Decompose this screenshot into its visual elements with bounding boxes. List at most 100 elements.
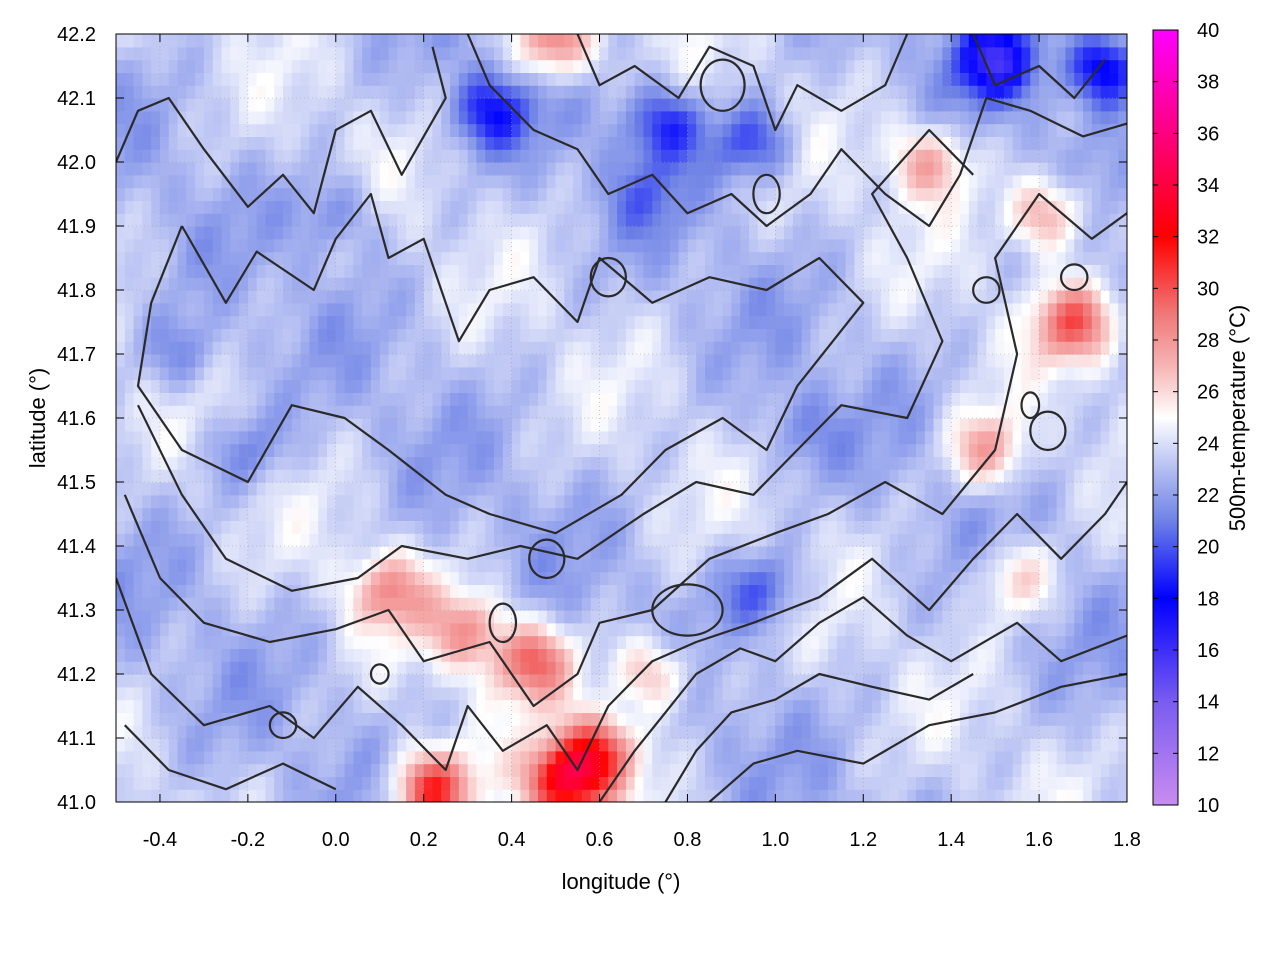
heatmap-cell <box>159 597 170 611</box>
heatmap-cell <box>485 46 495 61</box>
heatmap-cell <box>467 456 478 470</box>
heatmap-cell <box>511 328 521 342</box>
heatmap-cell <box>502 136 513 150</box>
heatmap-cell <box>458 584 469 598</box>
heatmap-cell <box>555 584 565 598</box>
heatmap-cell <box>291 341 302 355</box>
heatmap-cell <box>511 456 521 470</box>
heatmap-cell <box>678 379 689 393</box>
heatmap-cell <box>291 738 302 752</box>
heatmap-cell <box>555 456 565 470</box>
heatmap-cell <box>353 558 363 573</box>
heatmap-cell <box>291 699 302 713</box>
heatmap-cell <box>423 443 434 457</box>
heatmap-cell <box>810 776 820 790</box>
heatmap-cell <box>836 59 847 73</box>
heatmap-cell <box>441 430 451 445</box>
heatmap-cell <box>713 610 724 624</box>
heatmap-cell <box>239 648 249 662</box>
heatmap-cell <box>203 328 214 342</box>
heatmap-cell <box>230 494 240 509</box>
heatmap-cell <box>555 405 565 419</box>
heatmap-cell <box>766 379 776 393</box>
heatmap-cell <box>168 533 179 547</box>
heatmap-cell <box>116 712 126 726</box>
heatmap-cell <box>318 149 328 163</box>
heatmap-cell <box>195 162 205 176</box>
heatmap-cell <box>775 661 785 675</box>
heatmap-cell <box>502 686 513 701</box>
heatmap-cell <box>467 290 478 304</box>
heatmap-cell <box>819 213 829 227</box>
heatmap-cell <box>520 597 530 611</box>
heatmap-cell <box>678 571 689 585</box>
heatmap-cell <box>177 98 187 112</box>
heatmap-cell <box>212 200 223 214</box>
heatmap-cell <box>186 174 196 189</box>
heatmap-cell <box>625 110 636 125</box>
heatmap-cell <box>652 622 662 637</box>
heatmap-cell <box>485 674 495 688</box>
heatmap-cell <box>124 443 135 457</box>
heatmap-cell <box>265 149 275 163</box>
heatmap-cell <box>740 162 750 176</box>
heatmap-cell <box>705 162 715 176</box>
heatmap-cell <box>546 789 557 802</box>
heatmap-cell <box>608 379 618 393</box>
heatmap-cell <box>159 85 170 99</box>
heatmap-cell <box>124 315 135 329</box>
heatmap-cell <box>678 610 689 624</box>
heatmap-cell <box>467 315 478 329</box>
heatmap-cell <box>801 200 812 214</box>
heatmap-cell <box>731 533 741 547</box>
heatmap-cell <box>195 72 205 86</box>
heatmap-cell <box>669 776 680 790</box>
heatmap-cell <box>212 72 223 86</box>
heatmap-cell <box>775 72 785 86</box>
heatmap-cell <box>784 366 794 381</box>
heatmap-cell <box>828 315 838 329</box>
heatmap-cell <box>722 213 732 227</box>
heatmap-cell <box>555 546 565 560</box>
heatmap-cell <box>274 392 284 406</box>
heatmap-cell <box>432 597 442 611</box>
heatmap-cell <box>168 290 179 304</box>
heatmap-cell <box>590 610 601 624</box>
heatmap-cell <box>379 418 390 432</box>
heatmap-cell <box>476 546 486 560</box>
heatmap-cell <box>546 622 557 637</box>
heatmap-cell <box>177 456 187 470</box>
heatmap-cell <box>414 328 425 342</box>
heatmap-cell <box>124 648 135 662</box>
heatmap-cell <box>687 597 697 611</box>
heatmap-cell <box>520 392 530 406</box>
heatmap-cell <box>414 98 425 112</box>
heatmap-cell <box>581 584 592 598</box>
heatmap-cell <box>687 354 697 368</box>
heatmap-cell <box>274 136 284 150</box>
heatmap-cell <box>256 392 267 406</box>
heatmap-cell <box>757 123 768 137</box>
heatmap-cell <box>748 418 759 432</box>
heatmap-cell <box>661 136 671 150</box>
heatmap-cell <box>669 456 680 470</box>
heatmap-cell <box>573 123 583 137</box>
heatmap-cell <box>537 200 548 214</box>
heatmap-cell <box>124 597 135 611</box>
heatmap-cell <box>362 302 372 317</box>
heatmap-cell <box>423 456 434 470</box>
heatmap-cell <box>520 750 530 765</box>
heatmap-cell <box>212 699 223 713</box>
heatmap-cell <box>608 507 618 521</box>
heatmap-cell <box>458 213 469 227</box>
heatmap-cell <box>757 213 768 227</box>
heatmap-cell <box>116 328 126 342</box>
heatmap-cell <box>537 213 548 227</box>
heatmap-cell <box>669 686 680 701</box>
heatmap-cell <box>397 456 407 470</box>
heatmap-cell <box>423 341 434 355</box>
heatmap-cell <box>379 59 390 73</box>
heatmap-cell <box>318 686 328 701</box>
heatmap-cell <box>573 469 583 483</box>
heatmap-cell <box>529 379 539 393</box>
